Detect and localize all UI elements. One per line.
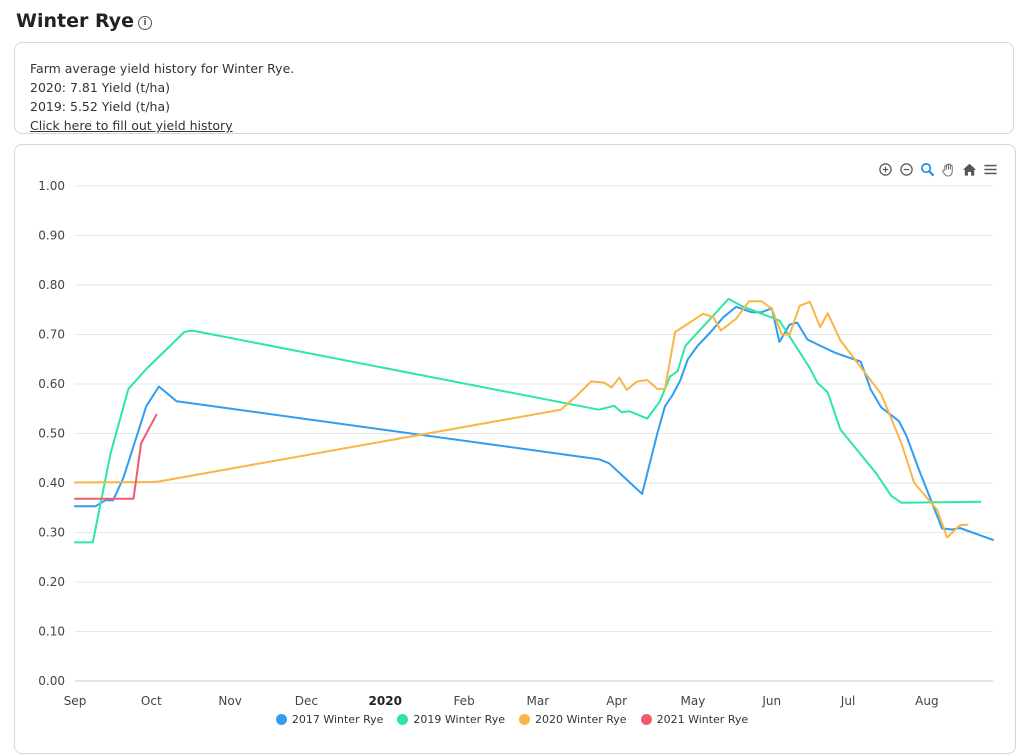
yield-2020-line: 2020: 7.81 Yield (t/ha) [30, 80, 170, 95]
pan-hand-icon[interactable] [941, 162, 956, 177]
chart-toolbar [878, 162, 998, 177]
yield-info-card: Farm average yield history for Winter Ry… [14, 42, 1014, 134]
menu-icon[interactable] [983, 162, 998, 177]
legend-marker [640, 714, 652, 725]
chart-legend: 2017 Winter Rye 2019 Winter Rye 2020 Winte… [0, 713, 1024, 726]
home-icon[interactable] [962, 162, 977, 177]
zoom-in-icon[interactable] [878, 162, 893, 177]
info-icon[interactable]: i [138, 16, 152, 30]
legend-label: 2019 Winter Rye [413, 713, 505, 726]
legend-marker [275, 714, 287, 725]
legend-item[interactable]: 2021 Winter Rye [640, 713, 749, 726]
legend-marker [519, 714, 530, 725]
page-title: Winter Rye i [16, 10, 152, 32]
legend-marker [397, 714, 409, 725]
yield-info-line: Farm average yield history for Winter Ry… [30, 61, 295, 76]
legend-item[interactable]: 2017 Winter Rye [275, 713, 384, 726]
legend-label: 2017 Winter Rye [291, 713, 384, 726]
yield-2019-line: 2019: 5.52 Yield (t/ha) [30, 99, 170, 114]
legend-item[interactable]: 2020 Winter Rye [519, 713, 627, 726]
zoom-select-icon[interactable] [920, 162, 935, 177]
legend-label: 2021 Winter Rye [656, 713, 749, 726]
yield-history-link[interactable]: Click here to fill out yield history [30, 118, 233, 133]
legend-item[interactable]: 2019 Winter Rye [397, 713, 505, 726]
page-title-text: Winter Rye [16, 10, 134, 32]
legend-label: 2020 Winter Rye [535, 713, 627, 726]
chart-card [14, 144, 1016, 754]
zoom-out-icon[interactable] [899, 162, 914, 177]
